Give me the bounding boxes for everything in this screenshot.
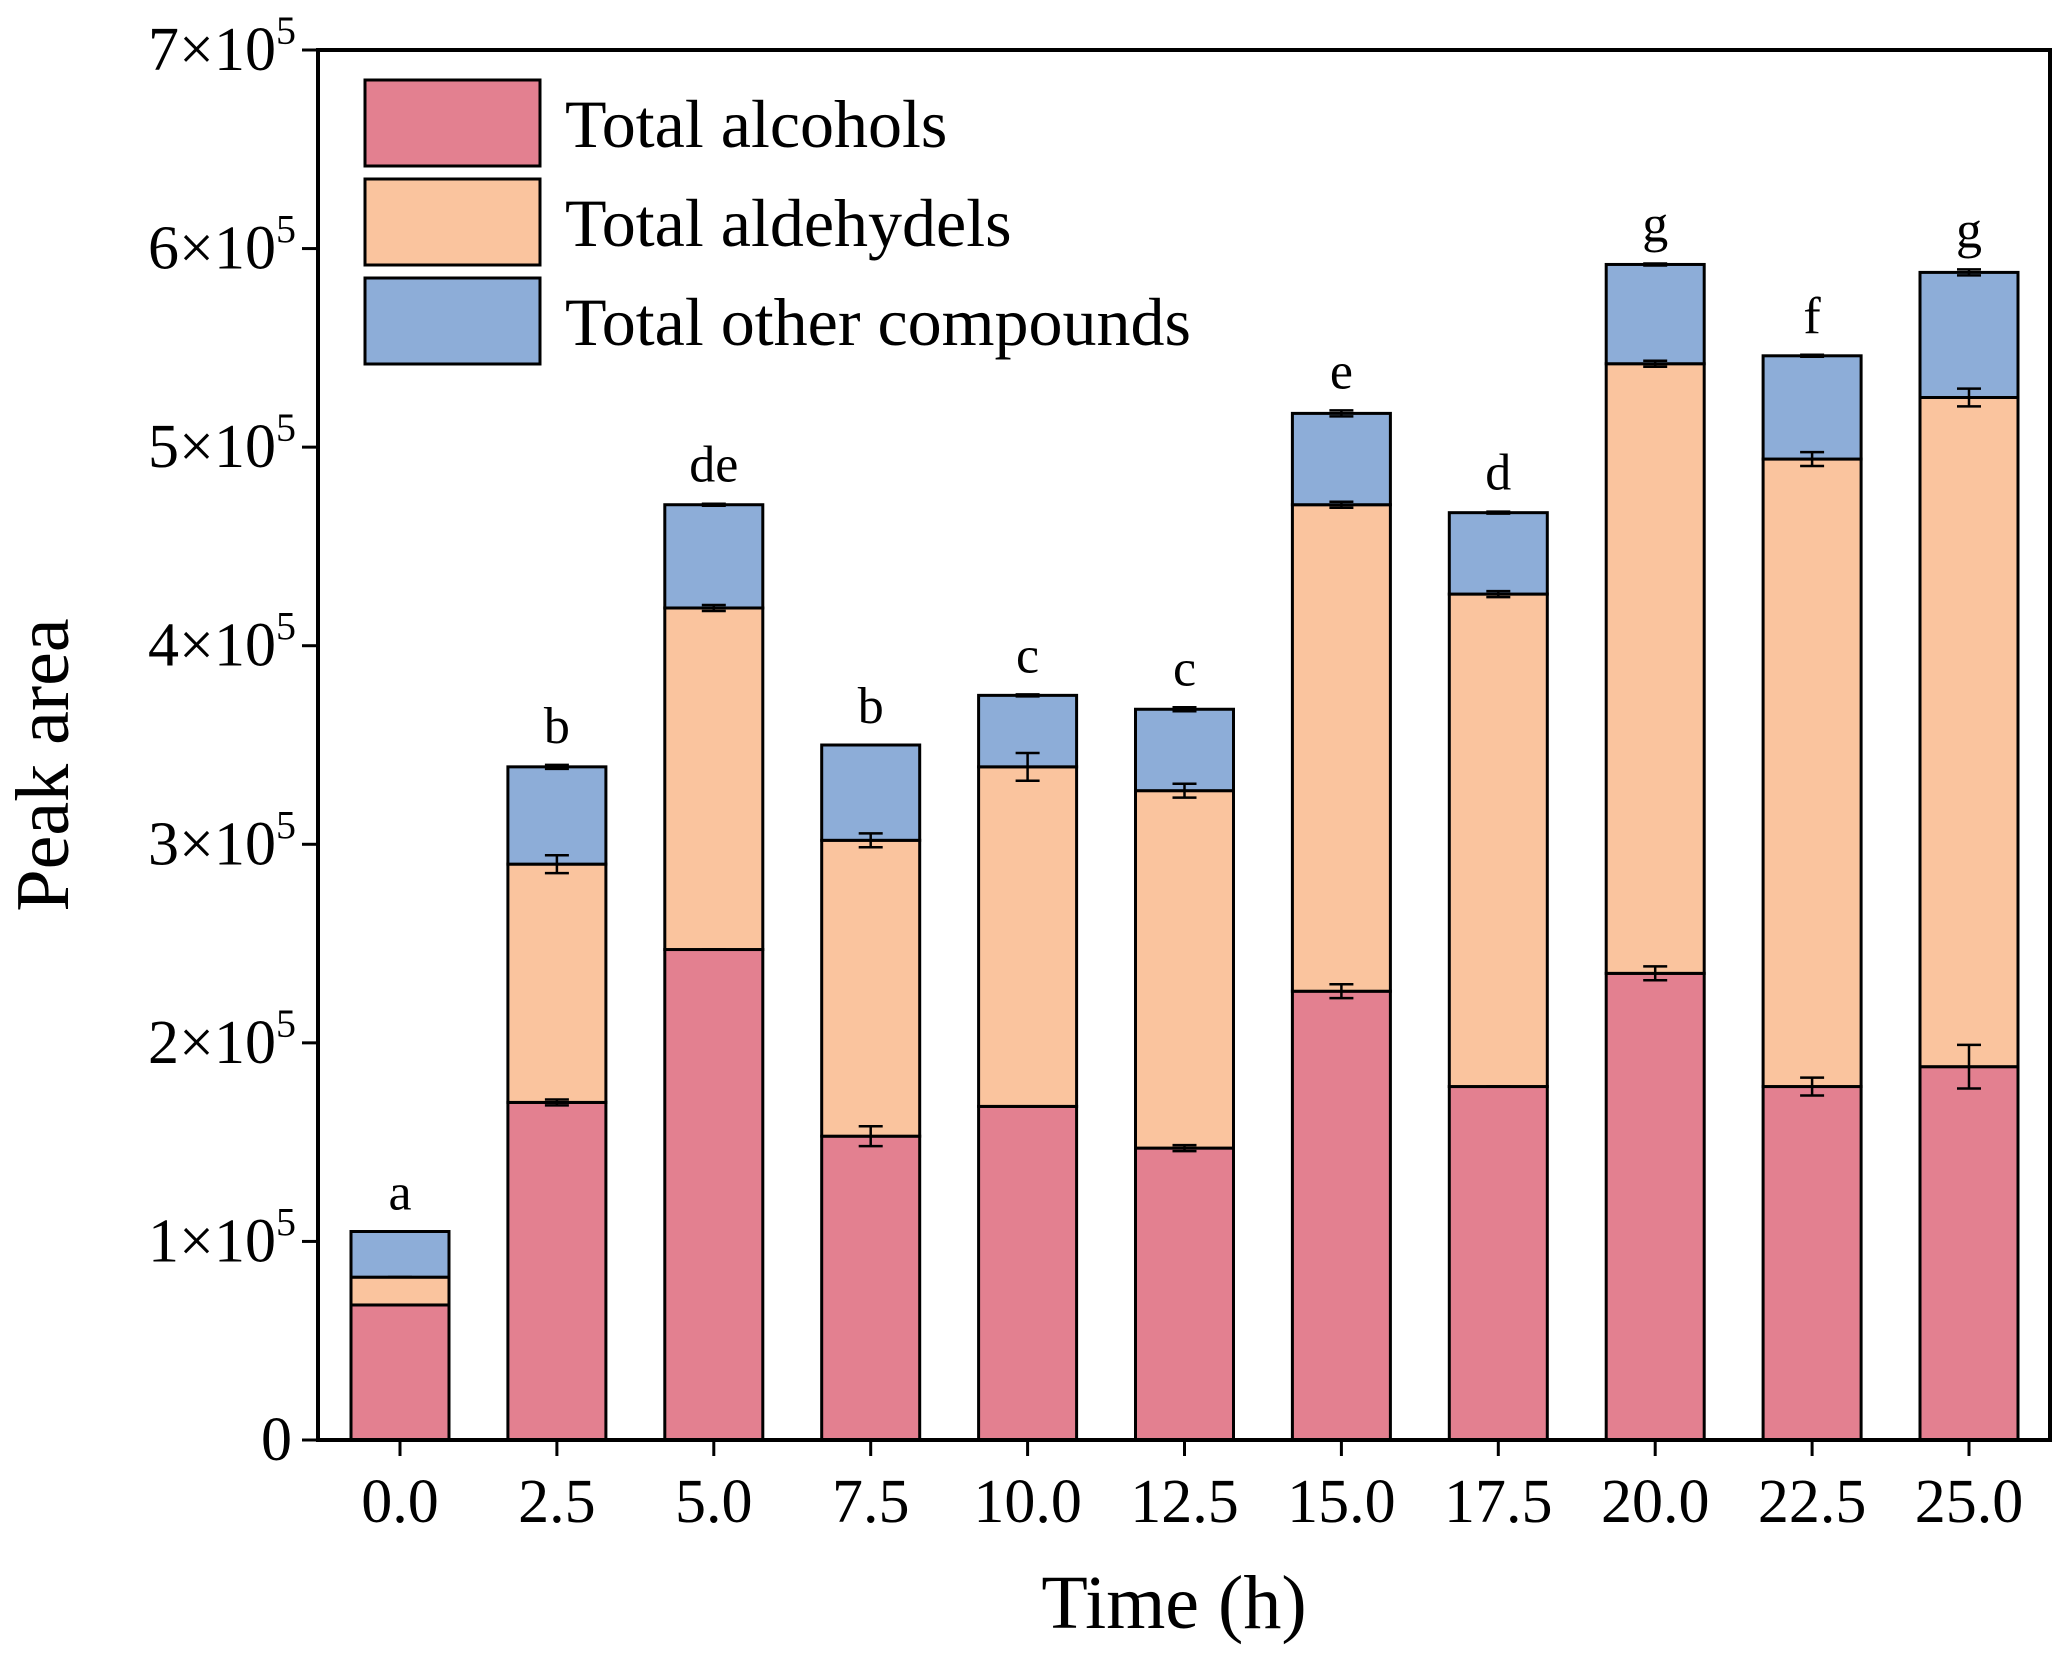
bar-segment-total-alcohols-15.0 [1290, 989, 1392, 1442]
significance-letter-2.5: b [544, 698, 570, 755]
bar-segment-total-aldehydels-12.5 [1134, 789, 1235, 1150]
bar-segment-total-aldehydels-25.0 [1918, 396, 2020, 1069]
significance-letter-5.0: de [689, 437, 738, 494]
significance-letter-15.0: e [1330, 343, 1353, 400]
bar-segment-total-other-compounds-22.5 [1761, 354, 1863, 461]
bar-segment-total-aldehydels-7.5 [820, 838, 922, 1138]
bar-segment-total-aldehydels-10.0 [977, 765, 1079, 1108]
bar-segment-total-alcohols-25.0 [1918, 1065, 2020, 1442]
significance-letter-12.5: c [1173, 640, 1196, 697]
bar-segment-total-alcohols-0.0 [349, 1303, 451, 1442]
y-tick-label-600000: 6×105 [148, 207, 296, 283]
legend-label-1: Total aldehydels [565, 185, 1012, 261]
bar-segment-total-aldehydels-22.5 [1761, 457, 1863, 1089]
x-tick-label-12.5: 12.5 [1130, 1468, 1239, 1536]
bar-segment-total-alcohols-20.0 [1604, 971, 1706, 1442]
y-tick-label-400000: 4×105 [148, 604, 296, 680]
significance-letter-17.5: d [1485, 445, 1511, 502]
bar-segment-total-other-compounds-25.0 [1918, 270, 2020, 399]
bar-segment-total-alcohols-12.5 [1134, 1146, 1235, 1442]
x-tick-label-10.0: 10.0 [973, 1468, 1082, 1536]
significance-letters-layer: a b de b c c e d g f g [388, 196, 1982, 1221]
x-tick-label-22.5: 22.5 [1758, 1468, 1867, 1536]
legend-label-2: Total other compounds [565, 284, 1191, 360]
bar-segment-total-alcohols-17.5 [1447, 1085, 1549, 1442]
legend-swatch-1 [363, 177, 542, 267]
bar-segment-total-aldehydels-15.0 [1290, 503, 1392, 993]
significance-letter-20.0: g [1642, 196, 1668, 253]
y-axis-title: Peak area [1, 618, 85, 911]
x-tick-label-17.5: 17.5 [1444, 1468, 1553, 1536]
y-tick-label-200000: 2×105 [148, 1001, 296, 1077]
bar-segment-total-aldehydels-2.5 [506, 862, 608, 1104]
bar-segment-total-alcohols-22.5 [1761, 1085, 1863, 1442]
x-tick-label-25.0: 25.0 [1915, 1468, 2024, 1536]
legend-label-0: Total alcohols [565, 86, 947, 162]
x-axis-title: Time (h) [1041, 1561, 1306, 1645]
x-tick-label-2.5: 2.5 [518, 1468, 596, 1536]
legend-swatch-0 [363, 78, 542, 168]
bar-segment-total-aldehydels-17.5 [1447, 592, 1549, 1089]
legend-swatch-2 [363, 276, 542, 366]
bar-segment-total-other-compounds-17.5 [1447, 511, 1549, 596]
bar-segment-total-other-compounds-20.0 [1604, 262, 1706, 366]
x-tick-label-0.0: 0.0 [361, 1468, 439, 1536]
bar-segment-total-other-compounds-7.5 [820, 743, 922, 842]
bars-layer [349, 262, 2020, 1442]
bar-segment-total-alcohols-2.5 [506, 1100, 608, 1442]
bar-segment-total-other-compounds-0.0 [349, 1230, 451, 1279]
significance-letter-25.0: g [1956, 202, 1982, 259]
x-axis: 0.0 2.5 5.0 7.5 10.0 12.5 15.0 17.5 20.0 22.5 25.0 [361, 1440, 2023, 1536]
y-tick-label-500000: 5×105 [148, 405, 296, 481]
y-axis: 0 1×105 2×105 3×105 4×105 5×105 6×105 7×105 [148, 8, 318, 1474]
x-tick-label-5.0: 5.0 [675, 1468, 753, 1536]
x-tick-label-7.5: 7.5 [832, 1468, 910, 1536]
error-bars-layer [388, 262, 1981, 1307]
bar-segment-total-aldehydels-0.0 [349, 1275, 451, 1307]
bar-segment-total-alcohols-10.0 [977, 1104, 1079, 1442]
bar-segment-total-other-compounds-15.0 [1290, 411, 1392, 507]
bar-segment-total-aldehydels-5.0 [663, 606, 765, 952]
y-tick-label-100000: 1×105 [148, 1199, 296, 1275]
bar-segment-total-alcohols-5.0 [663, 948, 765, 1442]
legend: Total alcohols Total aldehydels Total othe… [363, 78, 1191, 366]
significance-letter-10.0: c [1016, 627, 1039, 684]
significance-letter-22.5: f [1803, 288, 1821, 345]
x-tick-label-20.0: 20.0 [1601, 1468, 1710, 1536]
y-tick-label-700000: 7×105 [148, 8, 296, 84]
bar-segment-total-alcohols-7.5 [820, 1134, 922, 1442]
bar-segment-total-other-compounds-5.0 [663, 503, 765, 610]
significance-letter-0.0: a [388, 1165, 411, 1222]
x-tick-label-15.0: 15.0 [1287, 1468, 1396, 1536]
bar-segment-total-other-compounds-2.5 [506, 765, 608, 866]
significance-letter-7.5: b [858, 678, 884, 735]
bar-segment-total-aldehydels-20.0 [1604, 362, 1706, 975]
y-tick-label-300000: 3×105 [148, 802, 296, 878]
bar-segment-total-other-compounds-12.5 [1134, 707, 1235, 793]
y-tick-label-0: 0 [261, 1406, 292, 1474]
